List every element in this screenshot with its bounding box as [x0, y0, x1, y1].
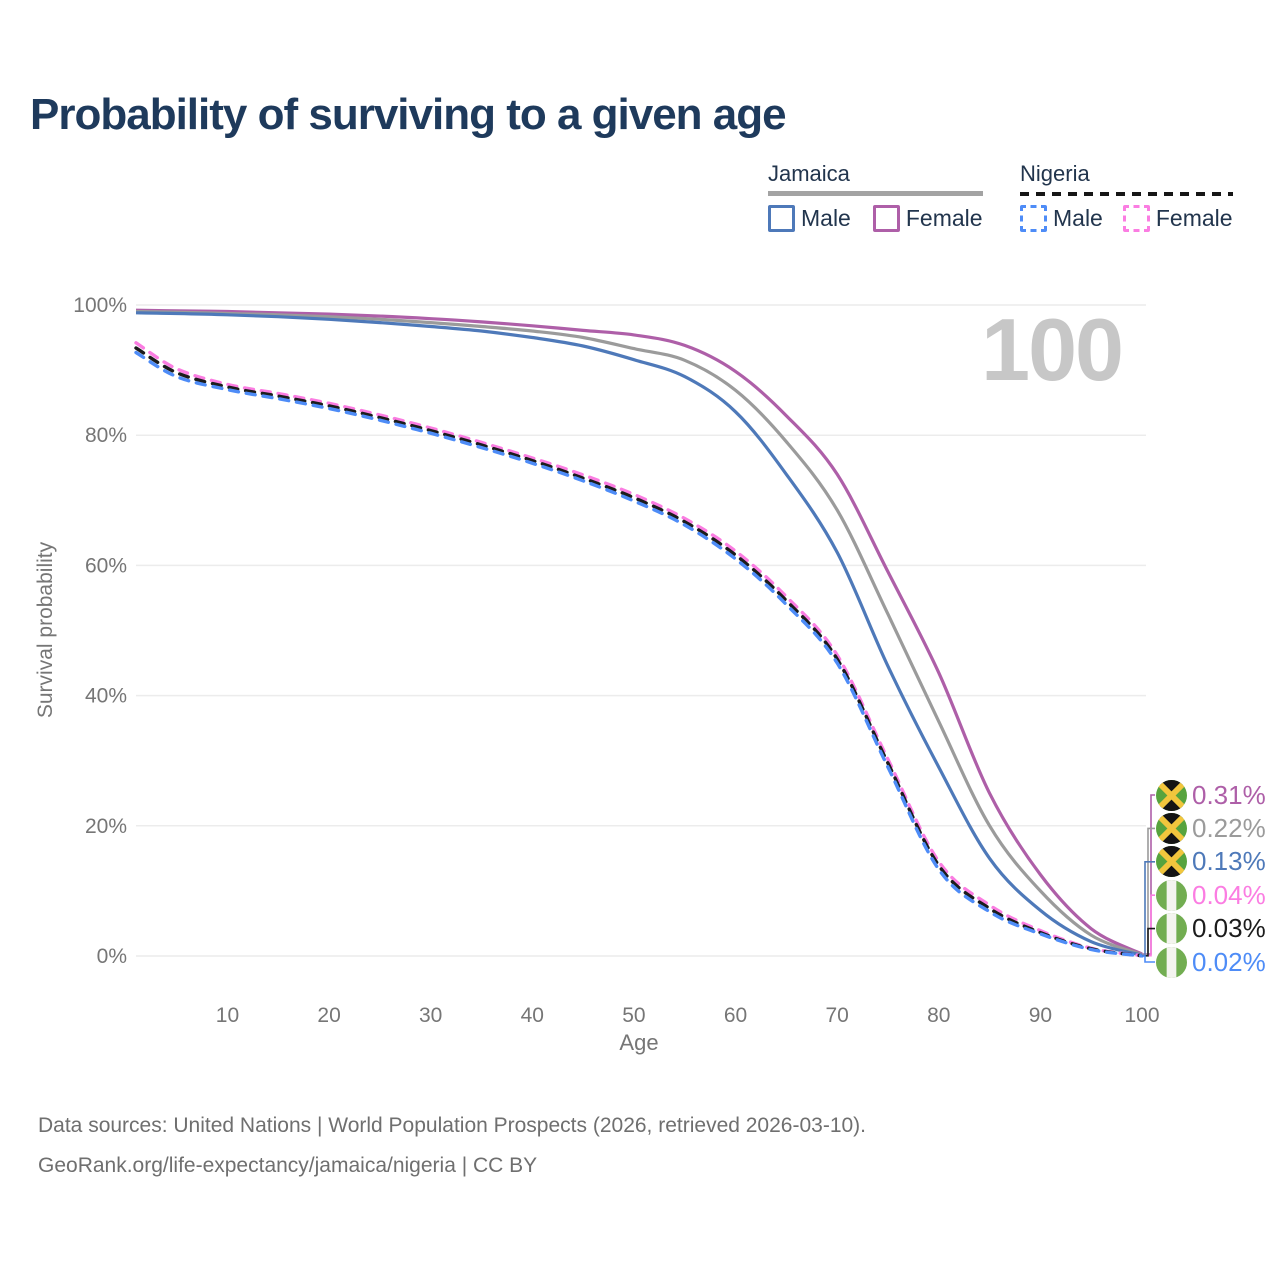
curve-jamaica-male[interactable] — [135, 311, 1143, 957]
legend-label: Male — [801, 205, 851, 231]
jamaica-female-swatch-icon — [872, 205, 900, 232]
nigeria-flag-icon — [1156, 913, 1187, 945]
x-tick-label: 100 — [1124, 1004, 1159, 1027]
curve-nigeria-female[interactable] — [134, 341, 1144, 958]
x-tick-label: 90 — [1029, 1004, 1052, 1027]
legend-item-jamaica-male[interactable]: Male — [768, 205, 851, 232]
leader-line-nigeria-both — [1142, 927, 1155, 957]
end-label-jamaica-female: 0.31% — [1156, 779, 1266, 812]
footer-attribution: Data sources: United Nations | World Pop… — [38, 1106, 866, 1186]
end-label-nigeria-both: 0.03% — [1156, 912, 1266, 945]
legend-label: Female — [1155, 205, 1233, 231]
x-tick-label: 70 — [825, 1004, 848, 1027]
age-indicator: 100 — [981, 300, 1122, 399]
x-tick-label: 30 — [419, 1004, 442, 1027]
y-tick-label: 0% — [97, 945, 127, 968]
nigeria-female-swatch-icon — [1122, 205, 1150, 232]
curve-nigeria-both[interactable] — [134, 346, 1144, 958]
legend-nigeria-label[interactable]: Nigeria — [1020, 161, 1090, 186]
end-label-jamaica-both: 0.22% — [1156, 812, 1266, 845]
end-value: 0.03% — [1192, 913, 1266, 944]
legend-jamaica-label[interactable]: Jamaica — [768, 161, 850, 186]
end-label-nigeria-female: 0.04% — [1156, 879, 1266, 912]
legend-label: Female — [905, 205, 983, 231]
leader-line-nigeria-male — [1142, 955, 1155, 963]
curve-jamaica-both[interactable] — [135, 309, 1143, 957]
legend-group-nigeria: Nigeria Male Female — [1020, 161, 1233, 232]
data-sources-line: Data sources: United Nations | World Pop… — [38, 1114, 867, 1137]
legend-item-nigeria-male[interactable]: Male — [1020, 205, 1103, 232]
curve-nigeria-male[interactable] — [134, 350, 1144, 958]
x-tick-label: 10 — [216, 1004, 239, 1027]
y-tick-label: 40% — [85, 685, 127, 708]
jamaica-flag-icon — [1156, 846, 1187, 878]
jamaica-flag-icon — [1156, 779, 1187, 811]
x-tick-label: 50 — [622, 1004, 645, 1027]
x-tick-label: 20 — [317, 1004, 340, 1027]
end-label-nigeria-male: 0.02% — [1156, 946, 1266, 979]
y-tick-label: 100% — [73, 294, 127, 317]
legend-item-nigeria-female[interactable]: Female — [1122, 205, 1233, 232]
y-tick-label: 80% — [85, 424, 127, 447]
nigeria-flag-icon — [1156, 879, 1187, 911]
x-tick-label: 60 — [724, 1004, 747, 1027]
nigeria-male-swatch-icon — [1020, 205, 1047, 232]
jamaica-male-swatch-icon — [768, 205, 795, 232]
nigeria-dashed-line-key — [1020, 192, 1233, 196]
nigeria-flag-icon — [1156, 946, 1187, 978]
end-value: 0.22% — [1192, 812, 1266, 843]
x-tick-label: 80 — [927, 1004, 950, 1027]
end-value: 0.13% — [1192, 846, 1266, 877]
end-value: 0.31% — [1192, 779, 1266, 810]
y-tick-label: 20% — [85, 815, 127, 838]
curve-jamaica-female[interactable] — [135, 308, 1143, 956]
jamaica-solid-line-key — [768, 191, 983, 196]
x-axis-title: Age — [619, 1030, 658, 1055]
y-tick-label: 60% — [85, 554, 127, 577]
legend-label: Male — [1053, 205, 1103, 231]
end-value: 0.04% — [1192, 879, 1266, 910]
license-line[interactable]: GeoRank.org/life-expectancy/jamaica/nige… — [38, 1154, 538, 1177]
page-title: Probability of surviving to a given age — [30, 90, 787, 139]
end-label-jamaica-male: 0.13% — [1156, 845, 1266, 878]
legend-group-jamaica: Jamaica Male Female — [768, 161, 983, 232]
jamaica-flag-icon — [1156, 812, 1187, 844]
legend-item-jamaica-female[interactable]: Female — [872, 205, 983, 232]
end-value: 0.02% — [1192, 946, 1266, 977]
x-tick-label: 40 — [521, 1004, 544, 1027]
